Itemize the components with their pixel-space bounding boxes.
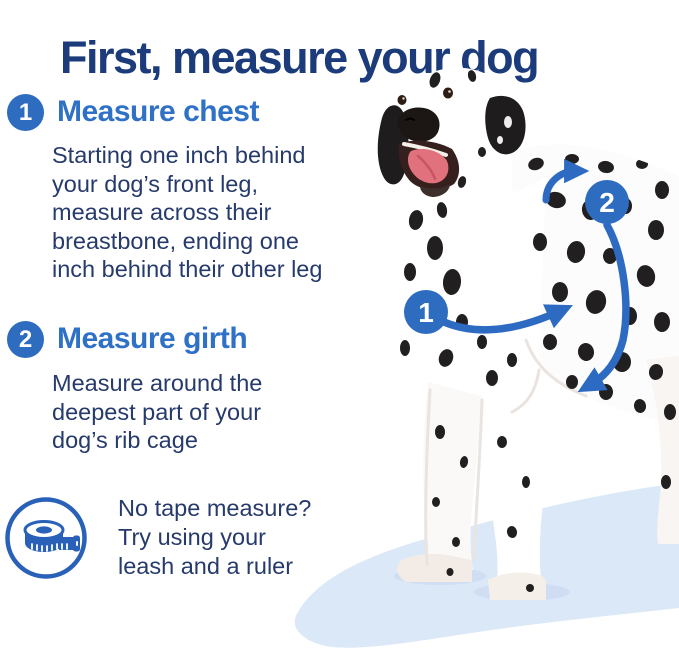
dog-nose bbox=[397, 107, 440, 142]
dog-head-features bbox=[377, 87, 526, 197]
step-2-heading: Measure girth bbox=[57, 322, 248, 355]
step-1-badge: 1 bbox=[7, 94, 44, 131]
measurement-annotations: 1 2 bbox=[404, 158, 630, 393]
step-1-number: 1 bbox=[18, 98, 33, 126]
step-2-number: 2 bbox=[18, 325, 33, 353]
background-swoosh bbox=[294, 483, 679, 648]
dog-right-eye bbox=[443, 87, 453, 99]
dog-left-eye bbox=[397, 95, 407, 105]
girth-measure-arrow bbox=[577, 221, 630, 393]
chest-measure-arrow bbox=[440, 304, 573, 334]
dog-girth-badge: 2 bbox=[585, 180, 629, 224]
girth-direction-arrow bbox=[542, 158, 590, 204]
tape-measure-icon bbox=[5, 497, 87, 579]
step-1-heading: Measure chest bbox=[57, 95, 259, 128]
step-1-description: Starting one inch behind your dog’s fron… bbox=[52, 142, 323, 283]
step-2-badge: 2 bbox=[7, 321, 44, 358]
dog-illustration: 1 2 bbox=[377, 67, 679, 600]
dalmatian-spots bbox=[400, 70, 676, 592]
dog-chest-badge-number: 1 bbox=[418, 297, 434, 328]
note-text: No tape measure? Try using your leash an… bbox=[118, 495, 312, 579]
dog-chest-badge: 1 bbox=[404, 290, 448, 334]
dog-girth-badge-number: 2 bbox=[599, 187, 615, 218]
step-2-description: Measure around the deepest part of your … bbox=[52, 370, 263, 454]
